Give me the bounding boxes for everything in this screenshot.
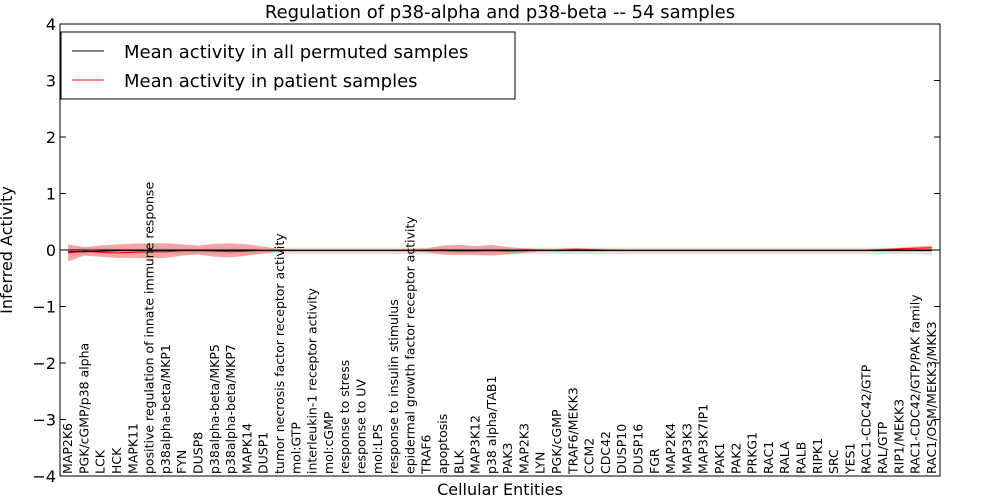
series-lines [68,247,932,254]
legend-label-patient: Mean activity in patient samples [124,71,418,92]
plot-frame [59,23,941,477]
category-label: TRAF6 [419,434,434,475]
category-label: epidermal growth factor receptor activit… [402,216,417,474]
category-label: tumor necrosis factor receptor activity [272,233,287,474]
band-patient [68,243,932,262]
category-labels: MAP2K6 PGK/cGMP/p38 alpha LCK HCK MAPK11 posi… [60,182,939,475]
category-label: HCK [109,447,124,474]
category-label: mol:LPS [370,424,385,474]
category-label: FYN [174,450,189,474]
category-label: PGK/cGMP/p38 alpha [76,343,91,474]
x-axis-label: Cellular Entities [437,480,563,499]
category-label: response to UV [353,379,368,474]
category-label: CDC42 [598,431,613,474]
category-label: RALB [793,442,808,474]
category-label: MAPK14 [239,423,254,474]
y-tick-label: 3 [46,72,56,91]
category-label: LCK [93,449,108,474]
y-tick-label: −4 [32,467,56,486]
y-tick-label: −2 [32,354,56,373]
category-label: apoptosis [435,414,450,474]
category-label: DUSP8 [191,432,206,474]
category-label: RAL/GTP [875,421,890,474]
category-label: MAP3K3 [679,423,694,474]
category-label: LYN [533,452,548,474]
category-label: RAC1/OSM/MEKK3/MKK3 [924,321,939,474]
y-tick-label: 2 [46,128,56,147]
series-line-permuted [68,250,932,253]
category-label: FGR [647,448,662,474]
category-label: RIP1/MEKK3 [891,399,906,474]
category-label: DUSP16 [631,424,646,474]
category-label: RALA [777,441,792,474]
category-label: YES1 [842,443,857,475]
category-label: SRC [826,449,841,474]
chart-title: Regulation of p38-alpha and p38-beta -- … [265,2,735,23]
category-label: MAP3K12 [468,415,483,474]
legend-box [60,31,516,100]
y-tick-label: −3 [32,411,56,430]
category-label: p38alpha-beta/MKP7 [223,344,238,474]
category-label: DUSP1 [256,432,271,474]
category-label: TRAF6/MEKK3 [565,387,580,475]
category-label: p38 alpha/TAB1 [484,376,499,474]
legend-label-permuted: Mean activity in all permuted samples [124,42,468,63]
y-axis-ticks: −4 −3 −2 −1 0 1 2 3 4 [32,15,940,486]
y-tick-label: 1 [46,185,56,204]
category-label: MAPK11 [125,423,140,474]
category-label: RAC1 [761,441,776,474]
category-label: response to stress [337,360,352,474]
y-tick-label: −1 [32,298,56,317]
category-label: PAK1 [712,443,727,474]
category-label: RAC1-CDC42/GTP/PAK family [908,294,923,474]
category-label: MAP2K4 [663,423,678,474]
category-label: PRKG1 [745,432,760,474]
category-label: positive regulation of innate immune res… [142,182,157,474]
y-tick-label: 0 [46,241,56,260]
category-label: DUSP10 [614,424,629,474]
category-label: MAP2K3 [516,423,531,474]
category-label: PAK2 [728,443,743,474]
y-axis-label: Inferred Activity [0,186,16,314]
category-label: PGK/cGMP [549,409,564,474]
category-label: RAC1-CDC42/GTP [859,364,874,474]
category-label: response to insulin stimulus [386,299,401,474]
category-label: interleukin-1 receptor activity [305,287,320,474]
category-label: mol:cGMP [321,411,336,474]
category-label: RIPK1 [810,438,825,474]
confidence-bands [60,243,940,262]
category-label: MAP3K7IP1 [696,404,711,474]
category-label: mol:GTP [288,422,303,474]
category-label: PAK3 [500,443,515,474]
category-label: BLK [451,449,466,474]
legend: Mean activity in all permuted samples Me… [60,31,516,100]
category-label: MAP2K6 [60,423,75,474]
category-label: p38alpha-beta/MKP1 [158,344,173,474]
y-tick-label: 4 [46,15,56,34]
category-label: p38alpha-beta/MKP5 [207,344,222,474]
category-label: CCM2 [582,438,597,474]
